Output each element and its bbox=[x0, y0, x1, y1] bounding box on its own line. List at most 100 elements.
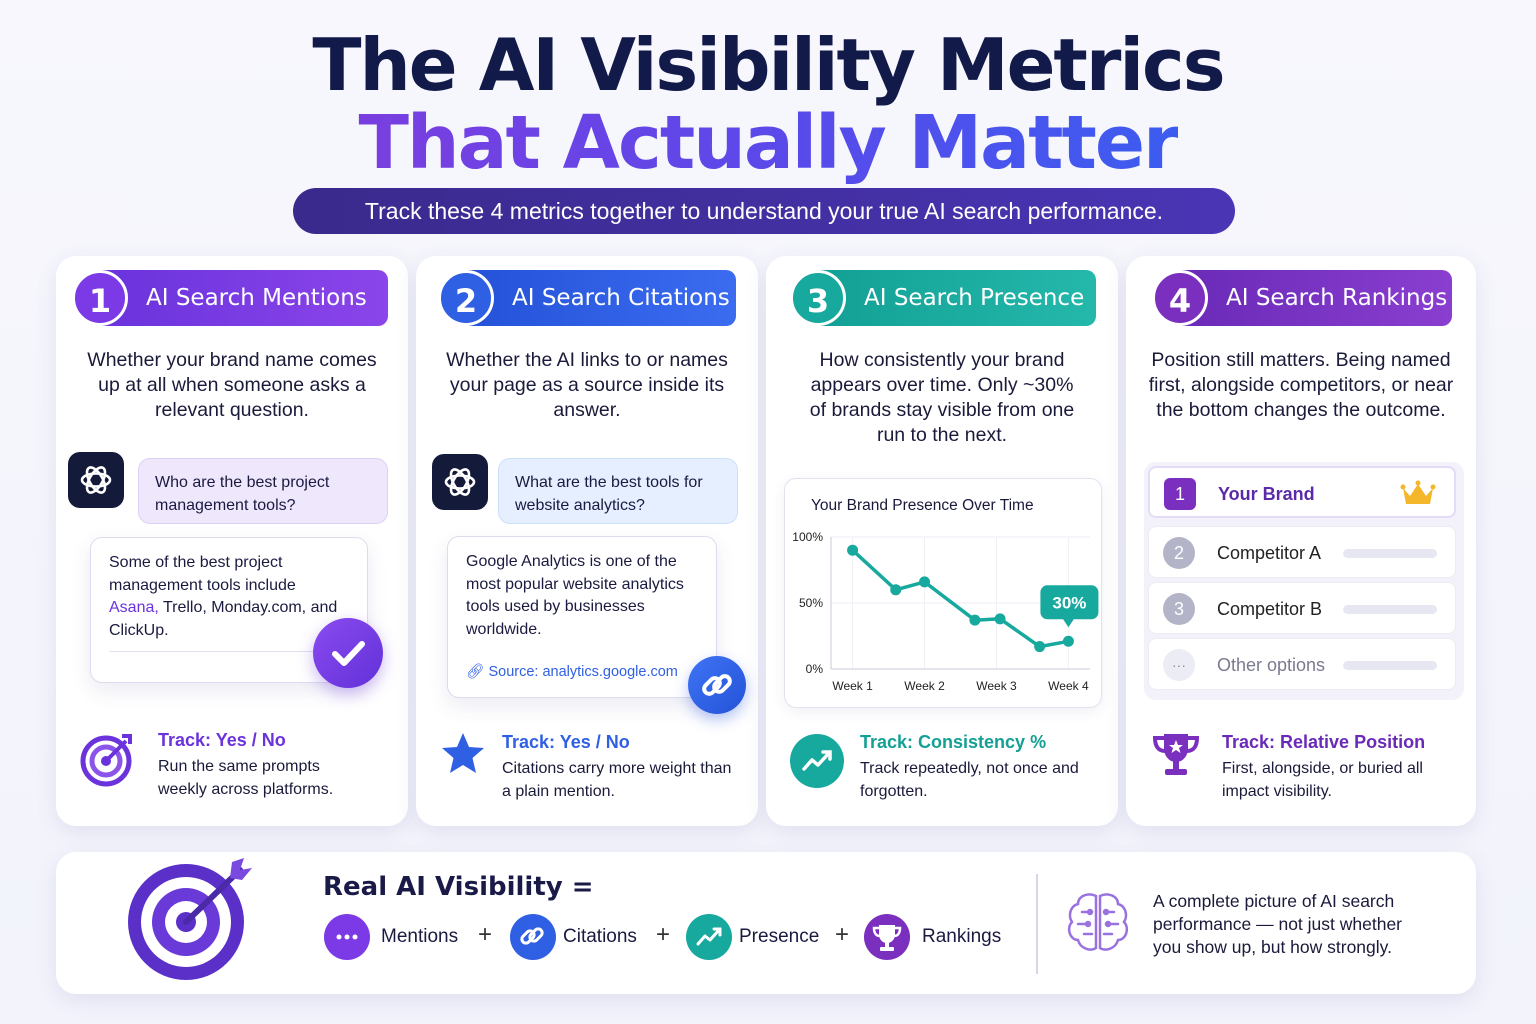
card-citations: 2 AI Search Citations Whether the AI lin… bbox=[416, 256, 758, 826]
card-rankings-description: Position still matters. Being named firs… bbox=[1148, 349, 1454, 421]
chart-x-tick-label: Week 3 bbox=[976, 679, 1017, 693]
rank-number: 3 bbox=[1163, 593, 1195, 625]
chart-point bbox=[969, 614, 981, 626]
card-presence-number: 3 bbox=[790, 270, 846, 326]
card-presence-description: How consistently your brand appears over… bbox=[809, 349, 1075, 446]
equation-term-mentions: Mentions bbox=[381, 926, 459, 947]
rank-row-3: 3 Competitor B bbox=[1148, 582, 1456, 634]
equation-term-citations: Citations bbox=[563, 926, 637, 947]
chart-point bbox=[994, 613, 1006, 625]
summary-text: A complete picture of AI search performa… bbox=[1153, 891, 1403, 957]
star-icon bbox=[440, 730, 486, 776]
equation-title: Real AI Visibility = bbox=[323, 872, 594, 902]
source-label: Source: bbox=[488, 663, 539, 680]
card-rankings-track-desc: First, alongside, or buried all impact v… bbox=[1222, 760, 1423, 800]
card-citations-label: AI Search Citations bbox=[468, 270, 736, 326]
equation-term-presence: Presence bbox=[739, 926, 820, 947]
panel-divider bbox=[1036, 874, 1038, 974]
rank-bar bbox=[1343, 661, 1437, 670]
crown-icon bbox=[1400, 480, 1436, 508]
chart-title: Your Brand Presence Over Time bbox=[811, 497, 1034, 514]
brain-icon bbox=[1062, 888, 1134, 958]
rank-label: Competitor B bbox=[1217, 599, 1323, 619]
card-rankings-label: AI Search Rankings bbox=[1182, 270, 1452, 326]
page-title-line2-text: That Actually Matter bbox=[358, 100, 1179, 186]
chart-y-tick-label: 100% bbox=[792, 530, 823, 544]
card-rankings-number: 4 bbox=[1152, 270, 1208, 326]
rank-number: ··· bbox=[1163, 649, 1195, 681]
rank-bar bbox=[1343, 549, 1437, 558]
rank-bar bbox=[1343, 605, 1437, 614]
card-mentions-number: 1 bbox=[72, 270, 128, 326]
ai-chat-logo-icon bbox=[68, 452, 124, 508]
chart-series-line bbox=[851, 548, 1069, 649]
answer-text-prefix: Some of the best project management tool… bbox=[109, 554, 296, 594]
source-row[interactable]: 🔗︎ Source: analytics.google.com bbox=[466, 661, 678, 684]
rank-label: Your Brand bbox=[1218, 484, 1315, 504]
chat-bubble-icon bbox=[324, 914, 370, 960]
card-rankings: 4 AI Search Rankings Position still matt… bbox=[1126, 256, 1476, 826]
chart-point bbox=[847, 544, 859, 556]
answer-text: Google Analytics is one of the most popu… bbox=[466, 553, 684, 638]
big-target-icon bbox=[122, 854, 262, 984]
card-presence: 3 AI Search Presence How consistently yo… bbox=[766, 256, 1118, 826]
chart-x-tick-label: Week 2 bbox=[904, 679, 945, 693]
link-small-icon: 🔗︎ bbox=[466, 663, 485, 680]
chart-point bbox=[890, 584, 902, 596]
ai-chat-logo-icon bbox=[432, 454, 488, 510]
rank-label: Competitor A bbox=[1217, 543, 1322, 563]
chart-callout-pointer bbox=[1062, 618, 1075, 628]
chart-y-tick-label: 0% bbox=[806, 662, 824, 676]
card-mentions: 1 AI Search Mentions Whether your brand … bbox=[56, 256, 408, 826]
page-title-line2: That Actually Matter bbox=[0, 100, 1536, 186]
card-presence-track-title: Track: Consistency % bbox=[860, 732, 1047, 752]
card-mentions-description: Whether your brand name comes up at all … bbox=[87, 349, 377, 421]
trophy-icon bbox=[1148, 730, 1204, 780]
equation-plus-3: + bbox=[835, 921, 850, 948]
rank-number: 2 bbox=[1163, 537, 1195, 569]
card-mentions-track-title: Track: Yes / No bbox=[158, 730, 286, 750]
chart-callout-box bbox=[1040, 585, 1099, 620]
rank-label: Other options bbox=[1217, 655, 1326, 675]
card-mentions-label: AI Search Mentions bbox=[102, 270, 388, 326]
link-icon bbox=[688, 656, 746, 714]
equation-plus-1: + bbox=[478, 921, 493, 948]
card-citations-track-title: Track: Yes / No bbox=[502, 732, 630, 752]
answer-divider bbox=[109, 651, 317, 652]
rank-row-2: 2 Competitor A bbox=[1148, 526, 1456, 578]
chart-point bbox=[1062, 635, 1074, 647]
rank-row-1: 1 Your Brand bbox=[1148, 466, 1456, 518]
answer-text-rest: Trello, Monday.com, and ClickUp. bbox=[109, 599, 338, 639]
chart-x-tick-label: Week 1 bbox=[832, 679, 873, 693]
trend-circle-icon bbox=[686, 914, 732, 960]
chart-y-tick-label: 50% bbox=[799, 596, 823, 610]
chart-point bbox=[919, 576, 931, 588]
subtitle-banner: Track these 4 metrics together to unders… bbox=[293, 188, 1235, 234]
ranking-list: 1 Your Brand 2 Competitor A 3 Competitor… bbox=[1144, 462, 1464, 700]
card-citations-number: 2 bbox=[438, 270, 494, 326]
card-rankings-track-title: Track: Relative Position bbox=[1222, 732, 1426, 752]
page-title-line1: The AI Visibility Metrics bbox=[312, 23, 1225, 107]
card-mentions-question: Who are the best project management tool… bbox=[138, 458, 388, 524]
card-citations-question: What are the best tools for website anal… bbox=[498, 458, 738, 524]
rank-row-other: ··· Other options bbox=[1148, 638, 1456, 690]
card-citations-track-desc: Citations carry more weight than a plain… bbox=[502, 760, 732, 800]
trophy-circle-icon bbox=[864, 914, 910, 960]
trend-up-icon bbox=[790, 734, 844, 788]
card-citations-answer: Google Analytics is one of the most popu… bbox=[447, 536, 717, 698]
answer-highlight: Asana, bbox=[109, 599, 159, 616]
chart-point bbox=[1034, 641, 1046, 653]
card-mentions-track-desc: Run the same prompts weekly across platf… bbox=[158, 758, 334, 798]
card-citations-description: Whether the AI links to or names your pa… bbox=[446, 349, 728, 421]
source-url[interactable]: analytics.google.com bbox=[542, 663, 678, 680]
presence-chart: Your Brand Presence Over Time 100% 50% 0% W… bbox=[784, 478, 1102, 708]
chart-callout-label: 30% bbox=[1052, 593, 1086, 612]
rank-number: 1 bbox=[1164, 478, 1196, 510]
chart-plot: 100% 50% 0% Week 1 Week 2 Week 3 Week 4 30% bbox=[792, 530, 1099, 693]
card-presence-track-desc: Track repeatedly, not once and forgotten… bbox=[860, 760, 1079, 800]
chart-x-tick-label: Week 4 bbox=[1048, 679, 1089, 693]
summary-panel: Real AI Visibility = Mentions + Citation… bbox=[56, 852, 1476, 994]
link-circle-icon bbox=[510, 914, 556, 960]
equation-plus-2: + bbox=[656, 921, 671, 948]
equation-term-rankings: Rankings bbox=[922, 926, 1002, 947]
